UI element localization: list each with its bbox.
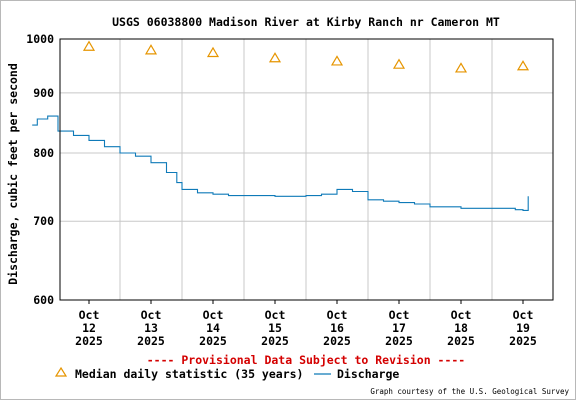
x-tick-label: 2025 (509, 334, 537, 348)
median-point (144, 44, 158, 55)
median-series (82, 40, 530, 73)
x-tick-label: Oct (141, 308, 162, 322)
median-point (82, 40, 96, 51)
grid-lines (60, 39, 553, 300)
x-tick-label: 2025 (385, 334, 413, 348)
x-tick-label: 2025 (137, 334, 165, 348)
y-tick-label: 700 (33, 214, 54, 228)
x-tick-label: 16 (330, 321, 344, 335)
x-tick-label: 13 (144, 321, 158, 335)
x-tick-label: Oct (513, 308, 534, 322)
x-tick-label: 2025 (323, 334, 351, 348)
y-tick-label: 1000 (26, 32, 54, 46)
median-point (268, 52, 282, 63)
credit-text: Graph courtesy of the U.S. Geological Su… (370, 387, 569, 396)
provisional-note: ---- Provisional Data Subject to Revisio… (147, 353, 466, 367)
y-axis: 600 700 800 900 1000 (26, 32, 54, 307)
legend-discharge-label: Discharge (337, 367, 399, 381)
x-tick-label: 2025 (261, 334, 289, 348)
x-tick-label: 2025 (199, 334, 227, 348)
y-tick-label: 600 (33, 293, 54, 307)
x-tick-label: 18 (454, 321, 468, 335)
x-tick-label: 2025 (447, 334, 475, 348)
legend-median-label: Median daily statistic (35 years) (75, 367, 303, 381)
y-tick-label: 800 (33, 146, 54, 160)
median-point (454, 62, 468, 73)
y-axis-label: Discharge, cubic feet per second (6, 63, 20, 285)
x-tick-label: Oct (451, 308, 472, 322)
plot-border (59, 38, 554, 301)
x-tick-label: Oct (203, 308, 224, 322)
y-tick-label: 900 (33, 86, 54, 100)
x-axis: Oct122025Oct132025Oct142025Oct152025Oct1… (75, 300, 537, 348)
median-point (330, 55, 344, 66)
chart-title: USGS 06038800 Madison River at Kirby Ran… (112, 15, 500, 29)
x-tick-label: 15 (268, 321, 282, 335)
x-tick-label: Oct (265, 308, 286, 322)
legend: Median daily statistic (35 years) Discha… (54, 366, 399, 381)
x-tick-label: 19 (516, 321, 530, 335)
x-tick-label: Oct (327, 308, 348, 322)
median-point (206, 46, 220, 58)
discharge-series (32, 115, 529, 211)
x-tick-label: Oct (389, 308, 410, 322)
x-tick-label: 2025 (75, 334, 103, 348)
x-tick-label: 17 (392, 321, 406, 335)
legend-triangle-icon (54, 366, 68, 377)
x-tick-label: 14 (206, 321, 220, 335)
median-point (392, 58, 406, 69)
discharge-line (32, 115, 529, 211)
median-point (516, 60, 530, 71)
x-tick-label: 12 (82, 321, 96, 335)
x-tick-label: Oct (79, 308, 100, 322)
